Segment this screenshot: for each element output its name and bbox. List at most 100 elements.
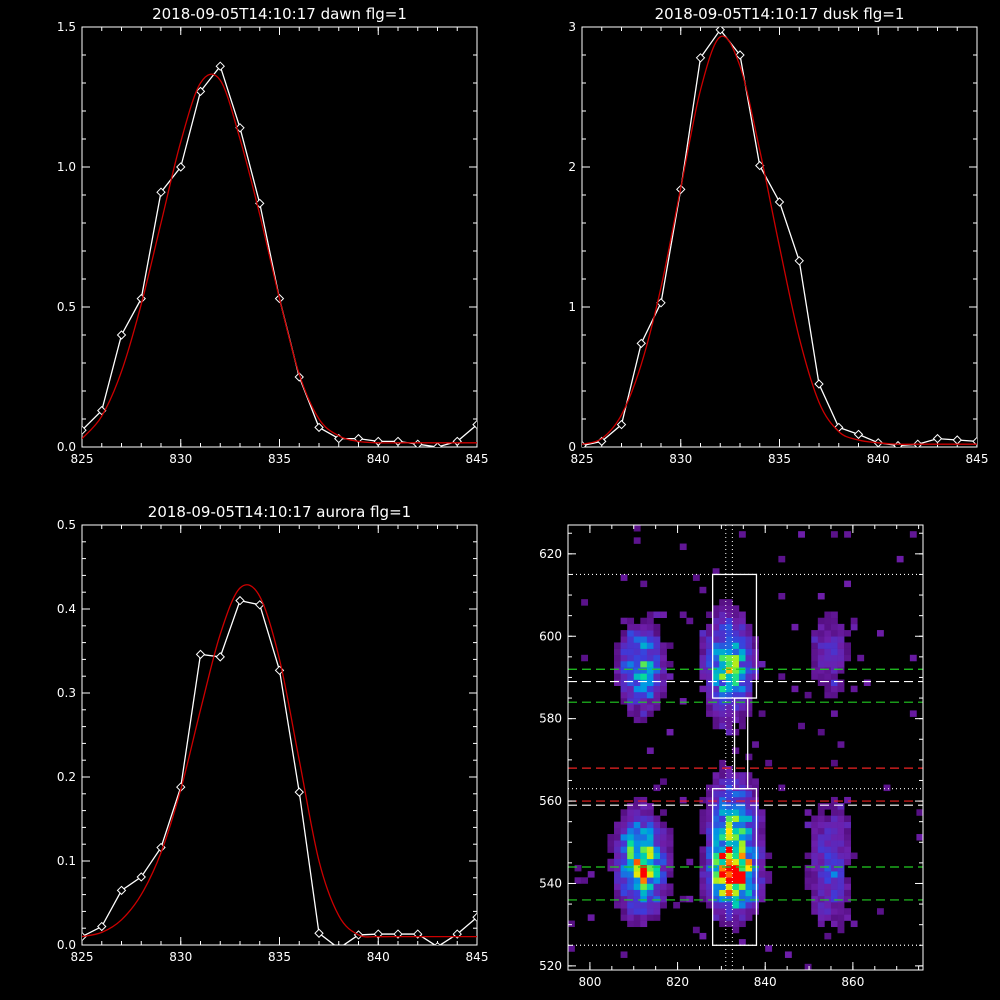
heatmap-cell [824, 648, 832, 656]
heatmap-cell [706, 889, 713, 897]
heatmap-cell [837, 741, 845, 748]
heatmap-cell [738, 846, 746, 853]
heatmap-cell [620, 821, 628, 829]
heatmap-cell [725, 827, 733, 835]
heatmap-cell [725, 815, 733, 822]
heatmap-cell [666, 846, 674, 853]
data-point-marker [814, 379, 824, 389]
heatmap-cell [824, 902, 832, 909]
heatmap-cell [633, 827, 641, 835]
heatmap-cell [719, 895, 727, 903]
heatmap-cell [752, 858, 759, 866]
heatmap-cell [699, 630, 707, 637]
heatmap-cell [640, 679, 648, 686]
heatmap-cell [804, 821, 812, 829]
heatmap-cell [640, 809, 648, 816]
heatmap-cell [614, 679, 621, 686]
heatmap-cell [752, 778, 759, 785]
heatmap-cell [633, 914, 641, 921]
heatmap-cell [640, 840, 648, 847]
heatmap-cell [646, 630, 654, 637]
heatmap-cell [817, 667, 825, 674]
heatmap-cell [830, 852, 838, 860]
heatmap-cell [725, 691, 733, 699]
heatmap-cell [844, 815, 851, 822]
heatmap-cell [653, 852, 661, 860]
heatmap-cell [830, 803, 838, 810]
heatmap-cell [752, 834, 759, 841]
heatmap-cell [817, 914, 825, 921]
heatmap-cell [653, 827, 661, 835]
heatmap-cell [738, 803, 746, 810]
heatmap-cell [732, 889, 740, 897]
heatmap-cell [732, 691, 740, 699]
heatmap-cell [725, 796, 733, 804]
heatmap-cell [627, 654, 635, 662]
heatmap-cell [850, 852, 858, 860]
heatmap-cell [732, 617, 740, 625]
heatmap-cell [837, 654, 845, 662]
heatmap-cell [633, 685, 641, 693]
heatmap-cell [817, 908, 825, 915]
heatmap-cell [620, 877, 628, 884]
heatmap-cell [627, 871, 635, 878]
heatmap-cell [824, 895, 832, 903]
heatmap-cell [706, 704, 713, 711]
x-tick-label: 840 [754, 975, 777, 989]
line-chart-panel: 2018-09-05T14:10:17 dusk flg=1 825 830 835 8… [568, 5, 988, 466]
heatmap-cell [725, 611, 733, 619]
heatmap-cell [830, 821, 838, 829]
heatmap-cell [633, 864, 641, 872]
heatmap-cell [666, 834, 674, 841]
heatmap-cell [660, 685, 667, 693]
heatmap-cell [706, 691, 713, 699]
heatmap-cell [640, 654, 648, 662]
heatmap-cell [837, 840, 845, 847]
heatmap-cell [830, 617, 838, 625]
heatmap-cell [620, 630, 628, 637]
heatmap-cell [633, 902, 641, 909]
y-tick-label: 0.0 [57, 938, 76, 952]
heatmap-cell [660, 889, 667, 897]
heatmap-cell [752, 784, 759, 792]
heatmap-cell [830, 623, 838, 631]
heatmap-cell [620, 895, 628, 903]
heatmap-cell [719, 852, 727, 860]
heatmap-cell [791, 623, 799, 631]
heatmap-cell [640, 821, 648, 829]
heatmap-cell [614, 852, 621, 860]
y-tick-label: 0.5 [57, 518, 76, 532]
heatmap-cell [620, 648, 628, 656]
heatmap-cell [646, 698, 654, 705]
heatmap-cell [620, 685, 628, 693]
heatmap-cell [817, 864, 825, 872]
heatmap-cell [745, 883, 753, 890]
heatmap-cell [706, 877, 713, 884]
heatmap-cell [752, 871, 759, 878]
heatmap-cell [857, 654, 865, 662]
heatmap-cell [699, 667, 707, 674]
heatmap-cell [830, 827, 838, 835]
heatmap-cell [719, 716, 727, 724]
data-point-marker [695, 53, 706, 63]
heatmap-cell [719, 685, 727, 693]
heatmap-cell [673, 902, 681, 909]
heatmap-cell [640, 617, 648, 625]
heatmap-cell [699, 660, 707, 668]
heatmap-cell [732, 908, 740, 915]
heatmap-cell [732, 920, 740, 928]
heatmap-cell [745, 623, 753, 631]
heatmap-cell [646, 864, 654, 872]
heatmap-cell [824, 679, 832, 686]
heatmap-cell [804, 883, 812, 890]
heatmap-cell [633, 883, 641, 890]
heatmap-cell [719, 908, 727, 915]
heatmap-cell [719, 679, 727, 686]
heatmap-cell [758, 809, 766, 816]
heatmap-cell [706, 858, 713, 866]
heatmap-cell [660, 895, 667, 903]
heatmap-cell [876, 630, 884, 637]
heatmap-cell [732, 796, 740, 804]
heatmap-cell [666, 864, 674, 872]
heatmap-cell [752, 673, 759, 680]
